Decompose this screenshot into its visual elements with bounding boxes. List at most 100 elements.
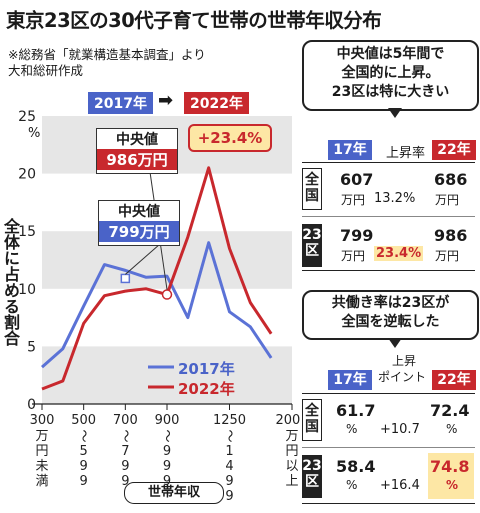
dual-row-national-label: 全国 bbox=[302, 399, 322, 441]
dual-23wards-change: +16.4 bbox=[380, 478, 420, 493]
x-tick-label-part: 9 bbox=[80, 459, 88, 474]
x-tick-label-part: 9 bbox=[163, 474, 171, 489]
median-callout-2022-label: 中央値 bbox=[116, 132, 158, 148]
x-tick-label-part: 4 bbox=[225, 459, 233, 474]
x-tick-label-part: 9 bbox=[225, 474, 233, 489]
table2-rule-bottom bbox=[302, 503, 475, 504]
x-tick-label-part: 〜 bbox=[159, 429, 174, 442]
series-line-2017年 bbox=[41, 241, 273, 369]
median-callout-2017: 中央値 799万円 bbox=[98, 200, 180, 246]
y-unit: % bbox=[28, 126, 41, 141]
median-national-2017: 607 bbox=[340, 170, 374, 189]
dual-national-2022: 72.4 bbox=[430, 401, 470, 420]
median-23wards-change: 23.4% bbox=[374, 246, 424, 261]
x-tick-label-part: 9 bbox=[163, 444, 171, 459]
legend-2017: 2017年 bbox=[178, 360, 235, 378]
dual-table-hmid-2: ポイント bbox=[378, 370, 427, 384]
arrow-right-icon: ➡ bbox=[158, 90, 174, 111]
median-marker-2017 bbox=[120, 273, 131, 284]
x-tick-label: 900 bbox=[155, 413, 180, 428]
x-tick-label-part: 〜 bbox=[222, 429, 237, 442]
x-tick-label-part: 以 bbox=[285, 459, 298, 474]
panel2-line2: 全国を逆転した bbox=[341, 314, 440, 330]
y-tick-label: 0 bbox=[27, 397, 36, 413]
median-23wards-2022: 986 bbox=[434, 226, 468, 245]
table1-rule-mid bbox=[302, 216, 475, 217]
dual-table-hmid-1: 上昇 bbox=[392, 354, 417, 368]
median-national-2017-unit: 万円 bbox=[341, 193, 366, 207]
median-row-23wards-label: 23区 bbox=[302, 224, 322, 267]
median-callout-2017-value: 799万円 bbox=[99, 221, 179, 242]
median-national-2022-unit: 万円 bbox=[435, 193, 460, 207]
x-tick-label-part: 9 bbox=[163, 459, 171, 474]
x-tick-label-part: 万 bbox=[285, 429, 298, 444]
x-tick-label: 500 bbox=[71, 413, 96, 428]
source-line-2: 大和総研作成 bbox=[8, 63, 84, 78]
dual-table-h17: 17年 bbox=[328, 370, 372, 390]
x-tick-label: 300 bbox=[30, 413, 55, 428]
legend-2022: 2022年 bbox=[178, 380, 235, 398]
table1-rule-top bbox=[302, 162, 475, 163]
x-tick-label-part: 円 bbox=[285, 444, 298, 459]
panel1-pointer-icon bbox=[388, 108, 402, 118]
x-tick-label-part: 9 bbox=[121, 474, 129, 489]
source-line-1: ※総務省「就業構造基本調査」より bbox=[8, 47, 206, 62]
series-line-2022年 bbox=[41, 166, 273, 391]
median-national-2022: 686 bbox=[434, 170, 468, 189]
median-23wards-2017: 799 bbox=[340, 226, 374, 245]
panel2-line1: 共働き率は23区が bbox=[331, 295, 450, 311]
dual-row-23wards-label: 23区 bbox=[302, 455, 322, 498]
dual-23wards-2022: 74.8 bbox=[430, 457, 470, 476]
median-table-h22: 22年 bbox=[432, 140, 476, 160]
dual-23wards-2022-unit: % bbox=[446, 478, 459, 492]
dual-income-panel: 共働き率は23区が 全国を逆転した bbox=[302, 290, 479, 340]
y-tick-label: 15 bbox=[18, 224, 36, 240]
dual-national-2017: 61.7 bbox=[336, 401, 376, 420]
median-marker-2022 bbox=[161, 289, 173, 300]
table2-rule-mid bbox=[302, 447, 475, 448]
panel1-line3: 23区は特に大きい bbox=[331, 84, 450, 100]
panel2-pointer-icon bbox=[388, 338, 402, 348]
x-tick-label-part: 万 bbox=[35, 429, 48, 444]
dual-23wards-highlight bbox=[428, 453, 474, 499]
y-tick-label: 5 bbox=[27, 339, 36, 355]
dual-23wards-2017: 58.4 bbox=[336, 457, 376, 476]
y-tick-label: 10 bbox=[18, 282, 36, 298]
x-tick-label: 700 bbox=[113, 413, 138, 428]
x-tick-label-part: 円 bbox=[35, 444, 48, 459]
x-tick-label-part: 7 bbox=[121, 444, 129, 459]
x-tick-label-part: 9 bbox=[121, 459, 129, 474]
panel1-line2: 全国的に上昇。 bbox=[341, 65, 440, 81]
x-tick-label: 2000 bbox=[275, 413, 300, 428]
y-axis-label: 全体に占める割合 bbox=[1, 218, 20, 346]
median-national-change: 13.2% bbox=[374, 191, 416, 206]
median-callout-2022: 中央値 986万円 bbox=[96, 128, 178, 174]
dual-national-2017-unit: % bbox=[346, 422, 358, 436]
median-summary-panel: 中央値は5年間で 全国的に上昇。 23区は特に大きい bbox=[302, 40, 479, 111]
dual-23wards-2017-unit: % bbox=[346, 478, 358, 492]
x-axis-label: 世帯年収 bbox=[124, 482, 224, 504]
dual-national-2022-unit: % bbox=[446, 422, 458, 436]
badge-2022: 2022年 bbox=[184, 92, 249, 114]
badge-2017: 2017年 bbox=[88, 92, 153, 114]
x-tick-label-part: 上 bbox=[285, 474, 298, 489]
median-table-header: 17年 上昇率 22年 bbox=[302, 140, 476, 161]
median-23wards-2017-unit: 万円 bbox=[341, 249, 366, 263]
dual-national-change: +10.7 bbox=[380, 422, 420, 437]
y-tick-label: 25 bbox=[18, 109, 36, 125]
x-tick-label-part: 未 bbox=[35, 459, 48, 474]
median-table-hmid: 上昇率 bbox=[386, 146, 426, 161]
panel1-line1: 中央値は5年間で bbox=[336, 46, 445, 62]
x-tick-label-part: 〜 bbox=[76, 429, 91, 442]
x-tick-label-part: 9 bbox=[80, 474, 88, 489]
median-change-badge: +23.4% bbox=[188, 124, 272, 152]
x-tick-label-part: 9 bbox=[225, 489, 233, 504]
dual-table-h22: 22年 bbox=[432, 370, 476, 390]
line-chart: 0510152025300万円未満500〜599700〜799900〜99912… bbox=[18, 109, 300, 504]
table1-rule-bottom bbox=[302, 270, 475, 271]
x-tick-label-part: 満 bbox=[35, 474, 48, 489]
x-tick-label: 1250 bbox=[213, 413, 246, 428]
x-tick-label-part: 〜 bbox=[117, 429, 132, 442]
table2-rule-top bbox=[302, 393, 475, 394]
median-table-h17: 17年 bbox=[328, 140, 372, 160]
